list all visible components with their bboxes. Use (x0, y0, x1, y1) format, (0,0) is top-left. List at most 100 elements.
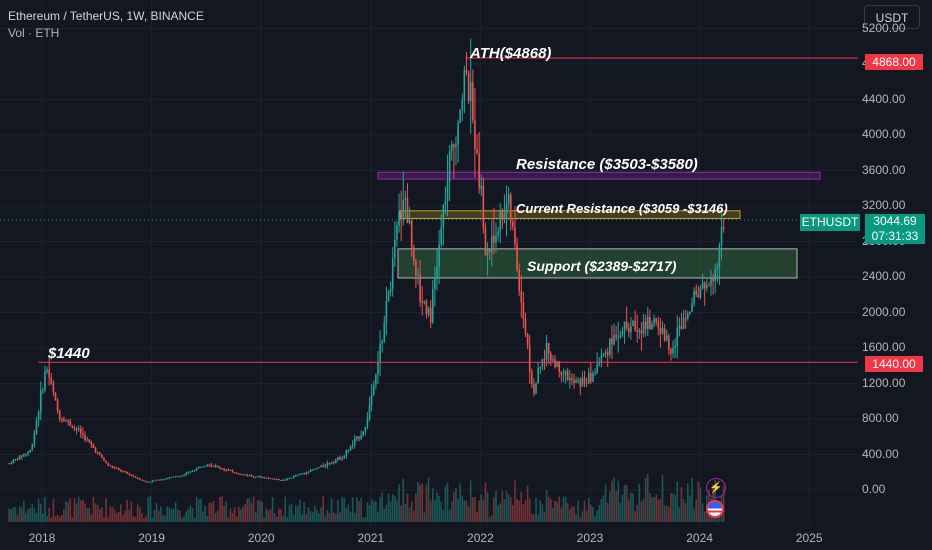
volume-bar (301, 514, 303, 522)
volume-bar (181, 517, 183, 522)
candle-body (200, 466, 202, 468)
candle-body (691, 303, 693, 312)
candle-body (423, 301, 426, 303)
volume-bar (482, 499, 485, 522)
candle-body (427, 308, 430, 315)
volume-bar (520, 492, 523, 522)
candle-body (410, 220, 413, 248)
volume-bar (615, 491, 617, 522)
candle-body (503, 214, 506, 220)
volume-bar (157, 510, 160, 522)
zone-rect (397, 248, 798, 279)
volume-bar (661, 475, 664, 522)
candle-body (297, 474, 299, 476)
volume-bar (35, 512, 38, 522)
volume-bar (419, 484, 421, 522)
volume-bar (518, 500, 520, 522)
currency-button[interactable]: USDT (864, 5, 920, 29)
candle-body (79, 428, 82, 434)
volume-bar (585, 510, 588, 522)
flag-icon[interactable] (706, 500, 724, 518)
volume-bar (590, 504, 592, 522)
candle-body (347, 450, 350, 452)
volume-bar (221, 496, 223, 522)
volume-bar (33, 508, 36, 522)
volume-bar (67, 502, 69, 522)
candle-body (668, 335, 670, 350)
candle-body (701, 282, 704, 289)
volume-bar (604, 484, 607, 522)
volume-bar (587, 497, 590, 522)
candle-body (27, 452, 29, 454)
volume-bar (117, 511, 120, 522)
candle-body (415, 261, 417, 276)
volume-bar (151, 517, 154, 522)
volume-bar (636, 504, 639, 522)
candle-body (539, 366, 542, 369)
candle-body (174, 476, 177, 478)
volume-bar (233, 507, 236, 522)
candle-body (261, 477, 263, 479)
volume-bar (649, 492, 651, 522)
volume-bar (82, 499, 84, 522)
y-tick-label: 1200.00 (862, 375, 906, 390)
volume-bars (8, 473, 725, 522)
volume-bar (227, 517, 230, 522)
candle-body (505, 203, 508, 215)
ticker-badge[interactable]: ETHUSDT (800, 214, 860, 231)
volume-bar (48, 507, 50, 522)
x-tick-label: 2020 (248, 531, 275, 545)
volume-bar (573, 506, 575, 522)
volume-bar (208, 502, 211, 522)
volume-bar (250, 502, 253, 522)
symbol-title[interactable]: Ethereum / TetherUS, 1W, BINANCE (8, 9, 204, 23)
candle-body (649, 317, 651, 330)
candle-body (495, 235, 497, 243)
volume-bar (689, 495, 691, 522)
volume-bar (200, 498, 202, 522)
candle-body (94, 447, 97, 453)
volume-bar (324, 516, 327, 522)
volume-bar (385, 504, 388, 522)
volume-bar (583, 500, 586, 522)
volume-legend[interactable]: Vol · ETH (8, 26, 60, 40)
volume-bar (505, 491, 508, 522)
candle-body (499, 210, 502, 232)
candle-body (69, 420, 72, 426)
volume-bar (168, 507, 171, 522)
candle-body (623, 321, 626, 332)
volume-bar (275, 516, 278, 522)
current-resistance-annotation: Current Resistance ($3059 -$3146) (516, 201, 728, 216)
candle-body (98, 452, 101, 455)
volume-bar (58, 516, 61, 522)
candle-body (311, 469, 314, 471)
candle-body (509, 194, 512, 222)
candle-body (20, 455, 23, 457)
candle-body (349, 446, 352, 451)
candle-body (431, 288, 434, 323)
candle-body (531, 372, 533, 384)
volume-bar (575, 514, 577, 522)
volume-bar (307, 507, 310, 522)
volume-bar (554, 500, 556, 522)
volume-bar (617, 480, 620, 522)
candle-body (67, 420, 69, 422)
candle-body (145, 480, 147, 483)
volume-bar (316, 509, 318, 522)
lightning-icon[interactable]: ⚡ (706, 478, 726, 498)
candle-body (627, 328, 630, 333)
volume-bar (130, 501, 133, 522)
volume-bar (632, 493, 634, 522)
candle-body (632, 320, 634, 327)
candle-body (714, 268, 716, 282)
candle-body (661, 328, 664, 334)
candle-body (604, 352, 607, 354)
volume-bar (56, 514, 59, 522)
volume-bar (389, 500, 392, 522)
volume-bar (50, 517, 53, 522)
candle-body (183, 475, 185, 477)
volume-bar (109, 506, 112, 522)
volume-bar (368, 504, 371, 522)
candle-body (507, 194, 510, 204)
